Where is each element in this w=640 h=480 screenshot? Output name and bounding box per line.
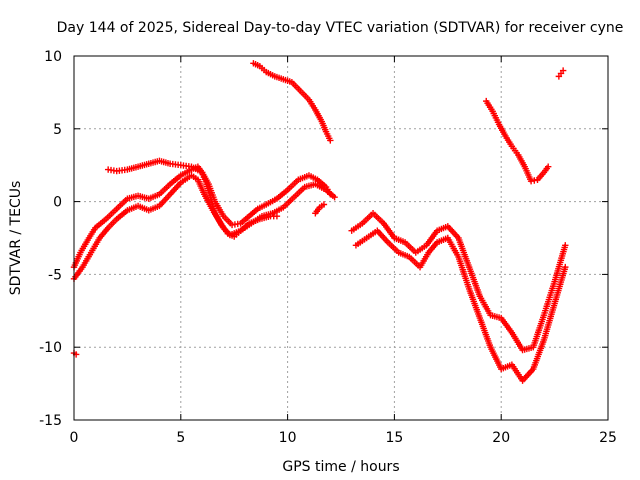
y-tick-label: 0 bbox=[53, 195, 62, 211]
y-tick-label: -10 bbox=[39, 340, 62, 356]
data-point bbox=[562, 263, 569, 271]
x-tick-label: 20 bbox=[492, 430, 510, 446]
y-tick-label: 5 bbox=[53, 122, 62, 138]
x-axis-label: GPS time / hours bbox=[282, 459, 399, 475]
chart-title: Day 144 of 2025, Sidereal Day-to-day VTE… bbox=[57, 20, 624, 36]
x-tick-label: 5 bbox=[176, 430, 185, 446]
x-tick-label: 10 bbox=[279, 430, 297, 446]
data-point bbox=[562, 242, 569, 249]
grid-lines bbox=[74, 56, 608, 420]
series-track-a-lower bbox=[70, 172, 338, 282]
data-point bbox=[320, 201, 328, 208]
y-axis-label: SDTVAR / TECUs bbox=[8, 181, 24, 296]
data-point bbox=[531, 177, 538, 184]
data-point bbox=[331, 194, 338, 201]
series-track-d-upper bbox=[348, 210, 569, 354]
series-track-c-arc bbox=[250, 60, 334, 144]
axis-ticks bbox=[73, 55, 609, 421]
data-point bbox=[559, 67, 567, 74]
tick-labels: 0 5 10 15 20 25 -15 -10 -5 0 5 10 bbox=[39, 49, 617, 446]
data-point bbox=[544, 163, 552, 170]
data-point bbox=[327, 137, 334, 144]
data-point bbox=[273, 212, 281, 220]
data-point bbox=[527, 178, 535, 185]
series-track-e bbox=[483, 97, 552, 185]
x-tick-label: 15 bbox=[385, 430, 403, 446]
series-track-f bbox=[555, 67, 567, 80]
data-points bbox=[70, 60, 569, 384]
y-tick-label: 10 bbox=[44, 49, 62, 65]
plot-frame bbox=[73, 55, 609, 421]
y-tick-label: -15 bbox=[39, 413, 62, 429]
y-tick-label: -5 bbox=[48, 267, 62, 283]
series-track-d-lower bbox=[352, 227, 569, 384]
series-track-b bbox=[104, 157, 281, 240]
x-tick-label: 0 bbox=[70, 430, 79, 446]
x-tick-label: 25 bbox=[599, 430, 617, 446]
